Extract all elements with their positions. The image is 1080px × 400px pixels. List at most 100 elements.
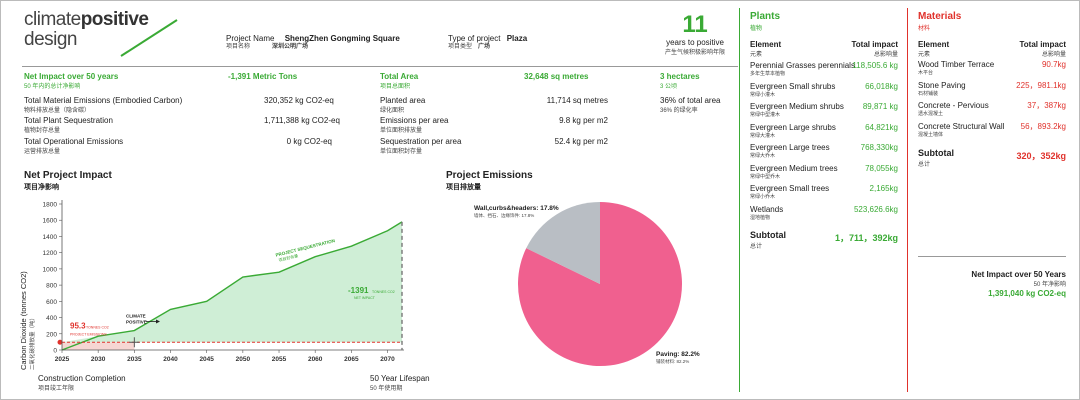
planted-area-pct-cn: 36% 的绿化率	[660, 108, 698, 114]
plants-col-impact: Total impact	[851, 40, 898, 49]
material-item-value: 90.7kg	[1041, 60, 1066, 69]
y-tick-label: 400	[46, 315, 57, 322]
materials-col-impact: Total impact	[1019, 40, 1066, 49]
plant-item-name: Evergreen Small trees	[750, 184, 830, 193]
net-impact-50-title: Net Impact over 50 Years	[971, 270, 1066, 279]
net-impact-label: NET IMPACT	[354, 296, 376, 300]
plant-item-name: Evergreen Medium trees	[750, 163, 838, 173]
start-value-label: 95.3	[70, 321, 86, 330]
net-impact-chart: 0 200 400 600 800 1000 1200 1400 1600 1800 2025 203…	[19, 200, 404, 370]
materials-subtotal-value: 320，352kg	[1016, 151, 1066, 161]
plants-title-cn: 植物	[750, 26, 763, 32]
operational-emissions-cn: 运营排放总量	[24, 149, 61, 155]
pie-slice-label-cn: 墙体、挡石、边缘饰件: 17.8%	[474, 212, 534, 219]
start-unit-label: TONNES CO2	[86, 325, 109, 329]
sequestration-per-area-label: Sequestration per area	[380, 137, 462, 146]
plant-item-value: 118,505.6 kg	[852, 61, 898, 70]
net-impact-cn: 50 年内的总计净影响	[24, 84, 81, 90]
material-item-cn: 透水混凝土	[918, 111, 944, 117]
operational-emissions-value: 0 kg CO2-eq	[286, 137, 332, 146]
plant-item-cn: 常绿大乔木	[750, 153, 776, 159]
materials-subtotal-label: Subtotal	[918, 148, 954, 158]
pie-slice-label: Paving: 82.2%	[656, 351, 700, 358]
pie-slice-label: Wall,curbs&headers: 17.8%	[474, 205, 559, 212]
material-item-cn: 石材铺装	[918, 90, 939, 97]
logo-word-climate: climate	[24, 9, 81, 30]
net-chart-title: Net Project Impact	[24, 170, 112, 181]
emissions-per-area-value: 9.8 kg per m2	[559, 116, 608, 125]
y-axis-label: Carbon Dioxide (tonnes CO2)	[19, 271, 28, 370]
emissions-per-area-label: Emissions per area	[380, 116, 449, 125]
plant-item-name: Evergreen Medium shrubs	[750, 102, 844, 111]
plant-item-value: 89,871 kg	[862, 102, 898, 111]
years-cn: 产生气候积极影响年限	[664, 50, 725, 56]
plant-item-value: 523,626.6kg	[853, 204, 898, 214]
material-item-value: 225，981.1kg	[1016, 80, 1066, 90]
plants-col-impact-cn: 总影响量	[873, 52, 898, 58]
project-type-label: Type of project	[448, 34, 501, 43]
material-item-value: 37，387kg	[1027, 101, 1066, 110]
plant-item-cn: 多年生草本植物	[750, 71, 786, 77]
y-tick-label: 1200	[43, 250, 58, 257]
plants-title: Plants	[750, 11, 781, 22]
y-tick-label: 800	[46, 283, 57, 290]
project-type-value-cn: 广场	[478, 44, 491, 50]
pie-slice	[526, 202, 600, 284]
y-axis-label-cn: 二氧化碳排放量（吨）	[28, 315, 36, 370]
y-tick-label: 1600	[43, 218, 58, 225]
climate-positive-arrowhead	[156, 319, 160, 324]
x-tick-label: 2025	[55, 356, 70, 363]
material-item-name: Concrete Structural Wall	[918, 121, 1005, 131]
plant-item-name: Perennial Grasses perennials	[750, 61, 855, 70]
material-item-cn: 混凝土墙体	[918, 131, 944, 138]
plant-item-cn: 湿地植物	[750, 214, 771, 221]
project-name-block: Project Name ShengZhen Gongming Square 项…	[226, 34, 400, 52]
climate-positive-label: CLIMATE	[126, 314, 146, 319]
x-tick-label: 2035	[127, 356, 142, 363]
x-tick-label: 2045	[199, 356, 214, 363]
plants-subtotal-cn: 总计	[750, 244, 763, 250]
material-emissions-value: 320,352 kg CO2-eq	[264, 96, 334, 105]
x-tick-label: 2055	[272, 356, 287, 363]
plant-item-cn: 常绿大灌木	[750, 132, 776, 139]
planted-area-label: Planted area	[380, 96, 426, 105]
sequestration-area	[62, 221, 402, 343]
material-item-name: Wood Timber Terrace	[918, 60, 995, 69]
planted-area-value: 11,714 sq metres	[546, 96, 608, 105]
plant-item-cn: 常绿小灌木	[750, 91, 776, 98]
plant-sequestration-value: 1,711,388 kg CO2-eq	[264, 116, 340, 125]
plant-item-cn: 常绿中型灌木	[750, 112, 781, 118]
net-impact-title: Net Impact over 50 years	[24, 72, 119, 81]
x-tick-label: 2070	[380, 356, 395, 363]
lifespan-cn: 50 年使用期	[370, 386, 403, 392]
emissions-area	[62, 342, 135, 350]
y-tick-label: 1000	[43, 266, 58, 273]
material-item-cn: 木平台	[918, 70, 934, 76]
material-item-name: Stone Paving	[918, 80, 966, 90]
materials-title-cn: 材料	[918, 26, 931, 32]
materials-col-element-cn: 元素	[918, 52, 931, 58]
years-label: years to positive	[666, 38, 724, 47]
plants-col-element-cn: 元素	[750, 52, 763, 58]
hectares-cn: 3 公顷	[660, 84, 678, 90]
plant-sequestration-cn: 植物封存总量	[24, 128, 61, 134]
plant-item-cn: 常绿小乔木	[750, 194, 776, 200]
net-impact-value: -1,391 Metric Tons	[228, 72, 298, 81]
plants-col-element: Element	[750, 40, 782, 49]
plants-divider	[739, 8, 740, 392]
total-area-value: 32,648 sq metres	[524, 72, 589, 81]
pie-title: Project Emissions	[446, 170, 533, 181]
net-value-label: -1391	[348, 286, 369, 295]
project-name-value-cn: 深圳公明广场	[272, 44, 309, 50]
sequestration-per-area-cn: 单位面积封存量	[380, 149, 423, 155]
start-sub-label: PROJECT EMISSIONS	[70, 332, 107, 336]
net-impact-50-value: 1,391,040 kg CO2-eq	[988, 289, 1066, 298]
climate-positive-label-2: POSITIVE	[126, 320, 147, 325]
project-type-cn: 项目类型	[448, 44, 473, 50]
plant-sequestration-label: Total Plant Sequestration	[24, 116, 113, 125]
sequestration-line	[61, 221, 403, 351]
total-area-title: Total Area	[380, 72, 419, 81]
logo-word-design: design	[24, 29, 78, 50]
y-tick-label: 0	[53, 348, 57, 355]
pie-title-cn: 项目排放量	[446, 184, 481, 191]
